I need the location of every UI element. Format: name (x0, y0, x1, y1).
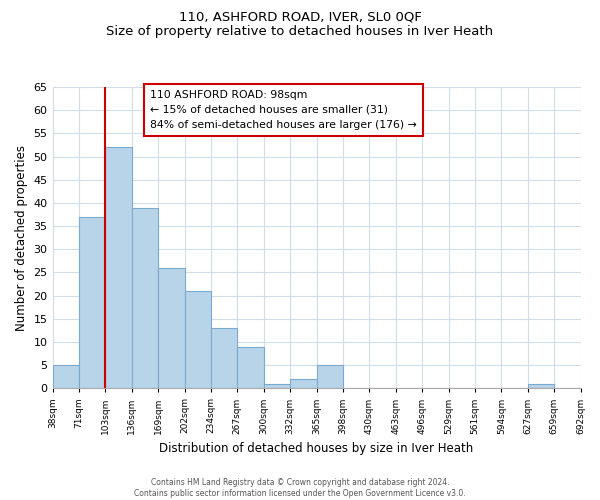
Bar (264, 384, 290, 388)
Bar (211, 328, 238, 388)
Bar (528, 384, 554, 388)
Text: Contains HM Land Registry data © Crown copyright and database right 2024.
Contai: Contains HM Land Registry data © Crown c… (134, 478, 466, 498)
Bar (238, 346, 264, 389)
Text: 110 ASHFORD ROAD: 98sqm
← 15% of detached houses are smaller (31)
84% of semi-de: 110 ASHFORD ROAD: 98sqm ← 15% of detache… (150, 90, 417, 130)
Bar (53, 365, 79, 388)
Bar (106, 148, 132, 388)
Bar (290, 379, 317, 388)
Y-axis label: Number of detached properties: Number of detached properties (15, 144, 28, 330)
Text: 110, ASHFORD ROAD, IVER, SL0 0QF
Size of property relative to detached houses in: 110, ASHFORD ROAD, IVER, SL0 0QF Size of… (106, 10, 494, 38)
Bar (79, 217, 106, 388)
X-axis label: Distribution of detached houses by size in Iver Heath: Distribution of detached houses by size … (160, 442, 473, 455)
Bar (132, 208, 158, 388)
Bar (158, 268, 185, 388)
Bar (317, 365, 343, 388)
Bar (185, 291, 211, 388)
